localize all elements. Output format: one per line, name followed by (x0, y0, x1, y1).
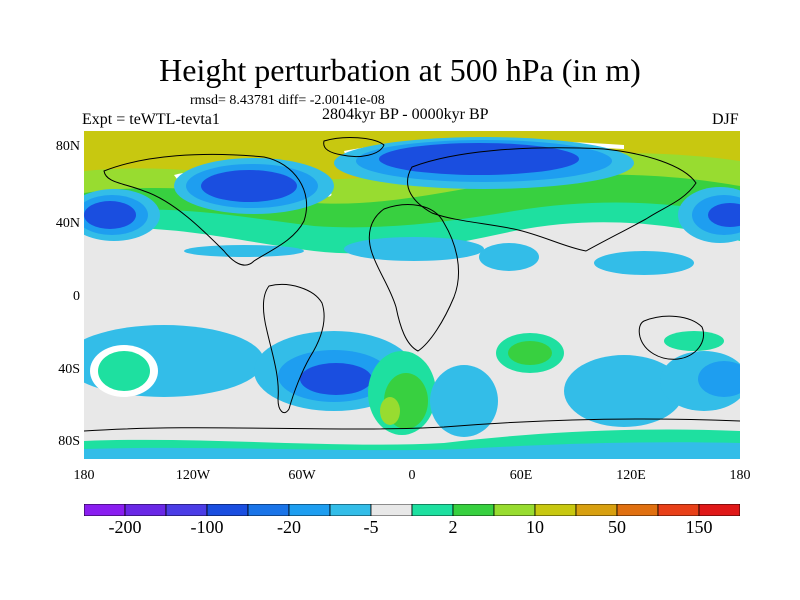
colorbar-label: 150 (685, 517, 713, 537)
colorbar-swatch (575, 504, 618, 516)
colorbar-swatch (493, 504, 536, 516)
colorbar-swatch (616, 504, 659, 516)
lat-label-80n: 80N (55, 139, 80, 154)
lon-label-180-east: 180 (729, 468, 751, 483)
map-title: Height perturbation at 500 hPa (in m) (159, 52, 641, 88)
colorbar-swatch (165, 504, 208, 516)
coastline-layer (84, 137, 740, 432)
lon-label-60e: 60E (509, 468, 533, 483)
colorbar-swatch (206, 504, 249, 516)
lon-label-120w: 120W (175, 468, 211, 483)
contour-fill-layer (84, 131, 740, 459)
colorbar-label: 2 (448, 517, 458, 537)
colorbar-swatch (452, 504, 495, 516)
colorbar-swatch (370, 504, 413, 516)
period-label: 2804kyr BP - 0000kyr BP (322, 106, 489, 123)
colorbar-swatch (247, 504, 290, 516)
rmsd-diff-stats: rmsd= 8.43781 diff= -2.00141e-08 (190, 93, 385, 108)
lat-label-40s: 40S (58, 362, 80, 377)
experiment-label: Expt = teWTL-tevta1 (82, 111, 220, 128)
colorbar-label: -200 (108, 517, 142, 537)
colorbar-swatch (698, 504, 740, 516)
colorbar (84, 504, 740, 516)
colorbar-swatch (124, 504, 167, 516)
lat-label-80s: 80S (58, 434, 80, 449)
colorbar-label: -100 (190, 517, 224, 537)
colorbar-label: -20 (277, 517, 301, 537)
lon-label-180-west: 180 (73, 468, 95, 483)
colorbar-swatch (329, 504, 372, 516)
colorbar-label: 10 (526, 517, 544, 537)
colorbar-label: 50 (608, 517, 626, 537)
lat-label-40n: 40N (55, 216, 80, 231)
colorbar-label: -5 (363, 517, 379, 537)
colorbar-swatch (534, 504, 577, 516)
season-label: DJF (712, 111, 739, 128)
lon-label-0: 0 (408, 468, 416, 483)
lat-label-equator: 0 (73, 289, 80, 304)
height-perturbation-map (84, 131, 740, 459)
colorbar-swatch (288, 504, 331, 516)
lon-label-60w: 60W (288, 468, 316, 483)
colorbar-swatch (411, 504, 454, 516)
lon-label-120e: 120E (616, 468, 646, 483)
colorbar-swatch (657, 504, 700, 516)
colorbar-swatch (84, 504, 126, 516)
